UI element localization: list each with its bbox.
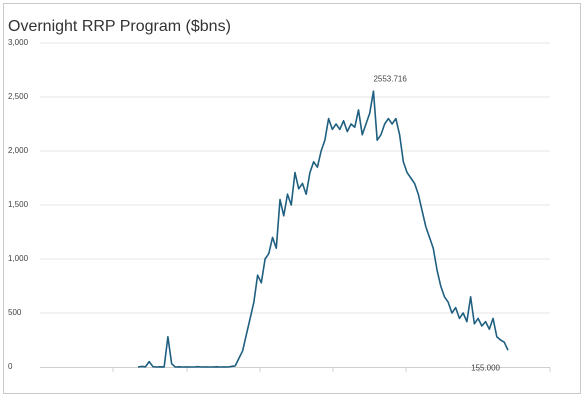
y-tick-label: 1,000 — [8, 254, 29, 263]
y-tick-label: 2,000 — [8, 146, 29, 155]
data-label: 155.000 — [471, 363, 500, 372]
y-tick-label: 2,500 — [8, 92, 29, 101]
data-line — [137, 90, 509, 368]
x-axis — [40, 367, 551, 372]
chart-title: Overnight RRP Program ($bns) — [8, 18, 231, 35]
data-label: 2553.716 — [373, 74, 407, 83]
y-tick-label: 1,500 — [8, 200, 29, 209]
y-tick-label: 500 — [8, 308, 22, 317]
y-tick-label: 3,000 — [8, 38, 29, 47]
y-tick-label: 0 — [8, 362, 13, 371]
